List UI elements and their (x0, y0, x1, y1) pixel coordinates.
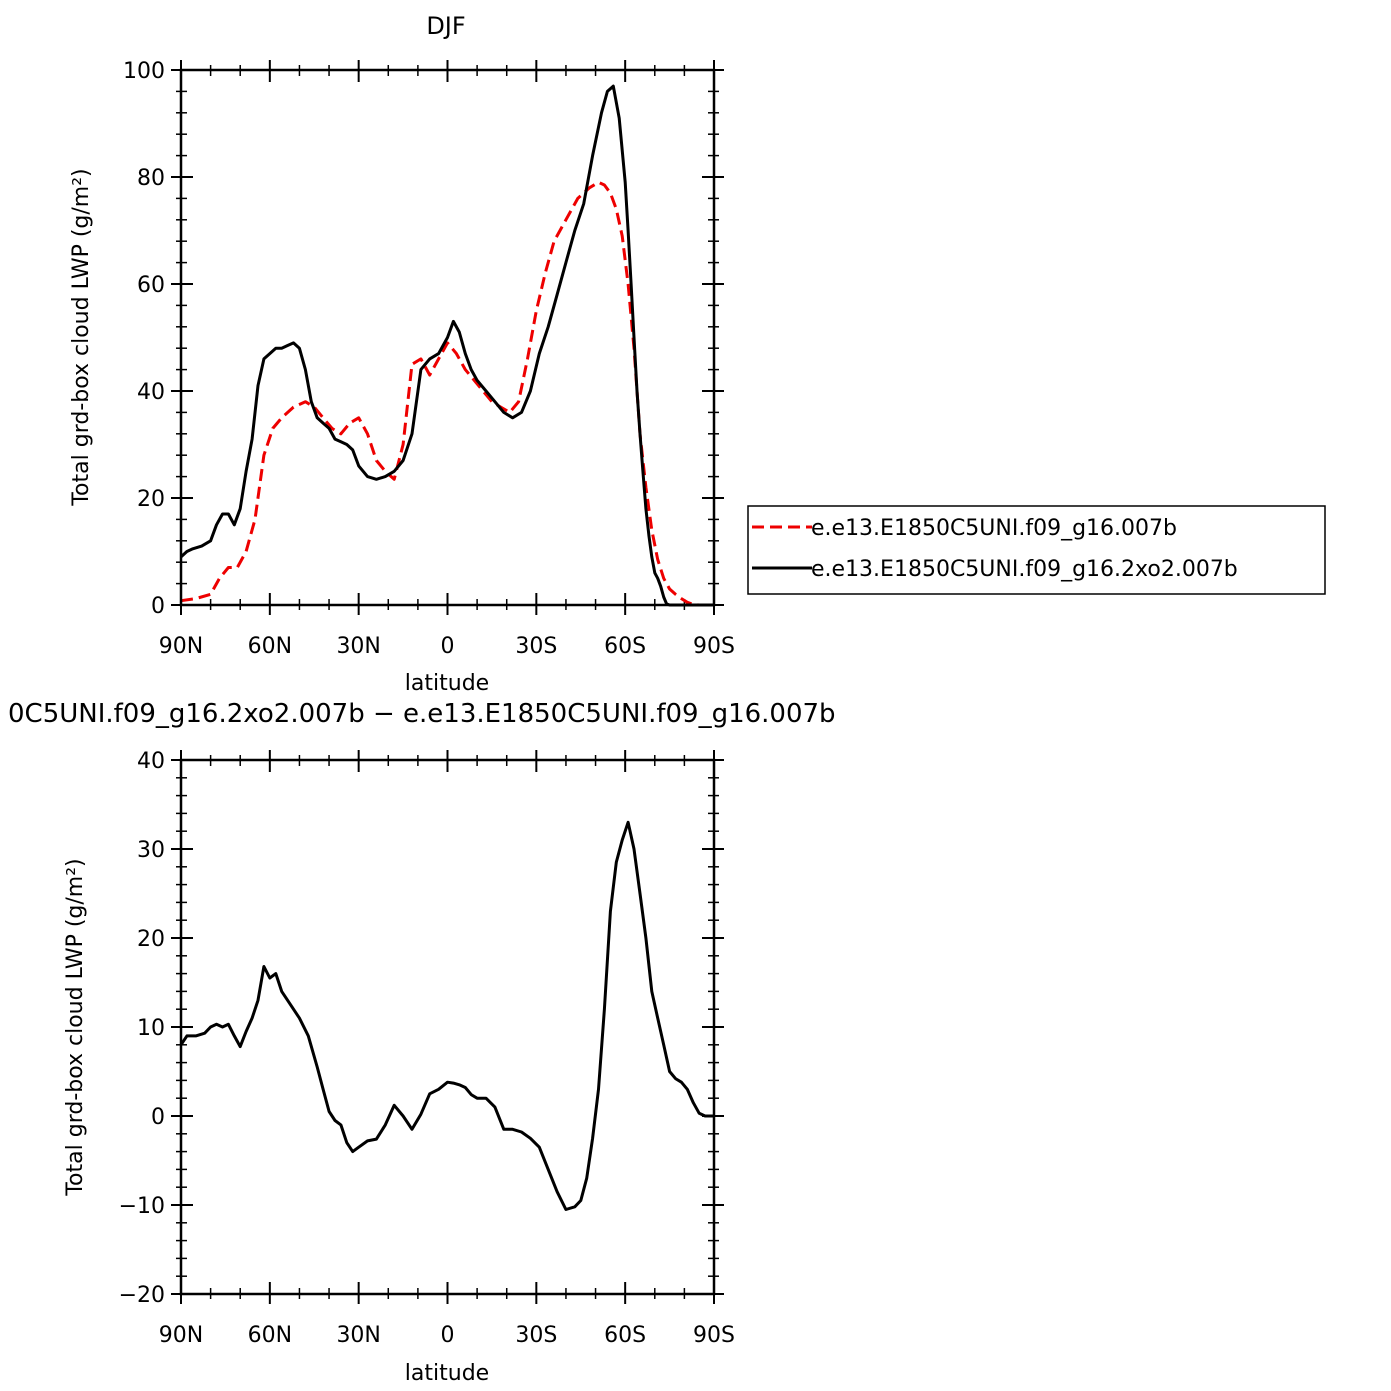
x-tick-label: 60S (604, 634, 646, 659)
top-y-tick-labels: 0 20 40 60 80 100 (123, 59, 165, 619)
x-tick-label: 90S (693, 1323, 735, 1348)
series-line-1 (179, 820, 714, 1211)
x-tick-label: 60S (604, 1323, 646, 1348)
bottom-ticks (171, 750, 724, 1304)
y-tick-label: 30 (137, 838, 165, 863)
top-x-axis-label: latitude (405, 671, 489, 696)
x-tick-label: 60N (248, 634, 292, 659)
bottom-y-tick-labels: −20 −10 0 10 20 30 40 (119, 749, 165, 1308)
x-tick-label: 0 (441, 634, 455, 659)
y-tick-label: 80 (137, 166, 165, 191)
x-tick-label: 30N (336, 634, 380, 659)
top-plot-frame (179, 68, 716, 607)
legend: e.e13.E1850C5UNI.f09_g16.007b e.e13.E185… (747, 505, 1326, 595)
y-tick-label: 0 (151, 1105, 165, 1130)
top-y-axis-label: Total grd-box cloud LWP (g/m²) (69, 168, 94, 506)
y-tick-label: −10 (119, 1194, 165, 1219)
x-tick-label: 30N (336, 1323, 380, 1348)
legend-label-experiment: e.e13.E1850C5UNI.f09_g16.2xo2.007b (811, 557, 1238, 582)
y-tick-label: 20 (137, 487, 165, 512)
bottom-y-axis-label: Total grd-box cloud LWP (g/m²) (63, 858, 88, 1196)
bottom-series-lines (179, 820, 714, 1211)
y-tick-label: 40 (137, 749, 165, 774)
y-tick-label: 10 (137, 1016, 165, 1041)
y-tick-label: 0 (151, 594, 165, 619)
x-tick-label: 30S (515, 634, 557, 659)
series-line-1 (180, 180, 714, 607)
top-series-lines (179, 84, 714, 607)
x-tick-label: 90N (159, 634, 203, 659)
y-tick-label: −20 (119, 1283, 165, 1308)
bottom-plot-frame (179, 758, 716, 1296)
y-tick-label: 40 (137, 380, 165, 405)
x-tick-label: 90S (693, 634, 735, 659)
x-tick-label: 0 (441, 1323, 455, 1348)
bottom-chart-title: 0C5UNI.f09_g16.2xo2.007b − e.e13.E1850C5… (8, 699, 836, 729)
top-x-tick-labels: 90N 60N 30N 0 30S 60S 90S (159, 634, 735, 659)
legend-label-control: e.e13.E1850C5UNI.f09_g16.007b (811, 516, 1177, 541)
y-tick-label: 20 (137, 927, 165, 952)
bottom-x-tick-labels: 90N 60N 30N 0 30S 60S 90S (159, 1323, 735, 1348)
legend-box (747, 505, 1326, 595)
y-tick-label: 60 (137, 273, 165, 298)
x-tick-label: 90N (159, 1323, 203, 1348)
y-tick-label: 100 (123, 59, 165, 84)
bottom-x-axis-label: latitude (405, 1361, 489, 1386)
x-tick-label: 60N (248, 1323, 292, 1348)
top-chart-title: DJF (426, 12, 465, 40)
x-tick-label: 30S (515, 1323, 557, 1348)
